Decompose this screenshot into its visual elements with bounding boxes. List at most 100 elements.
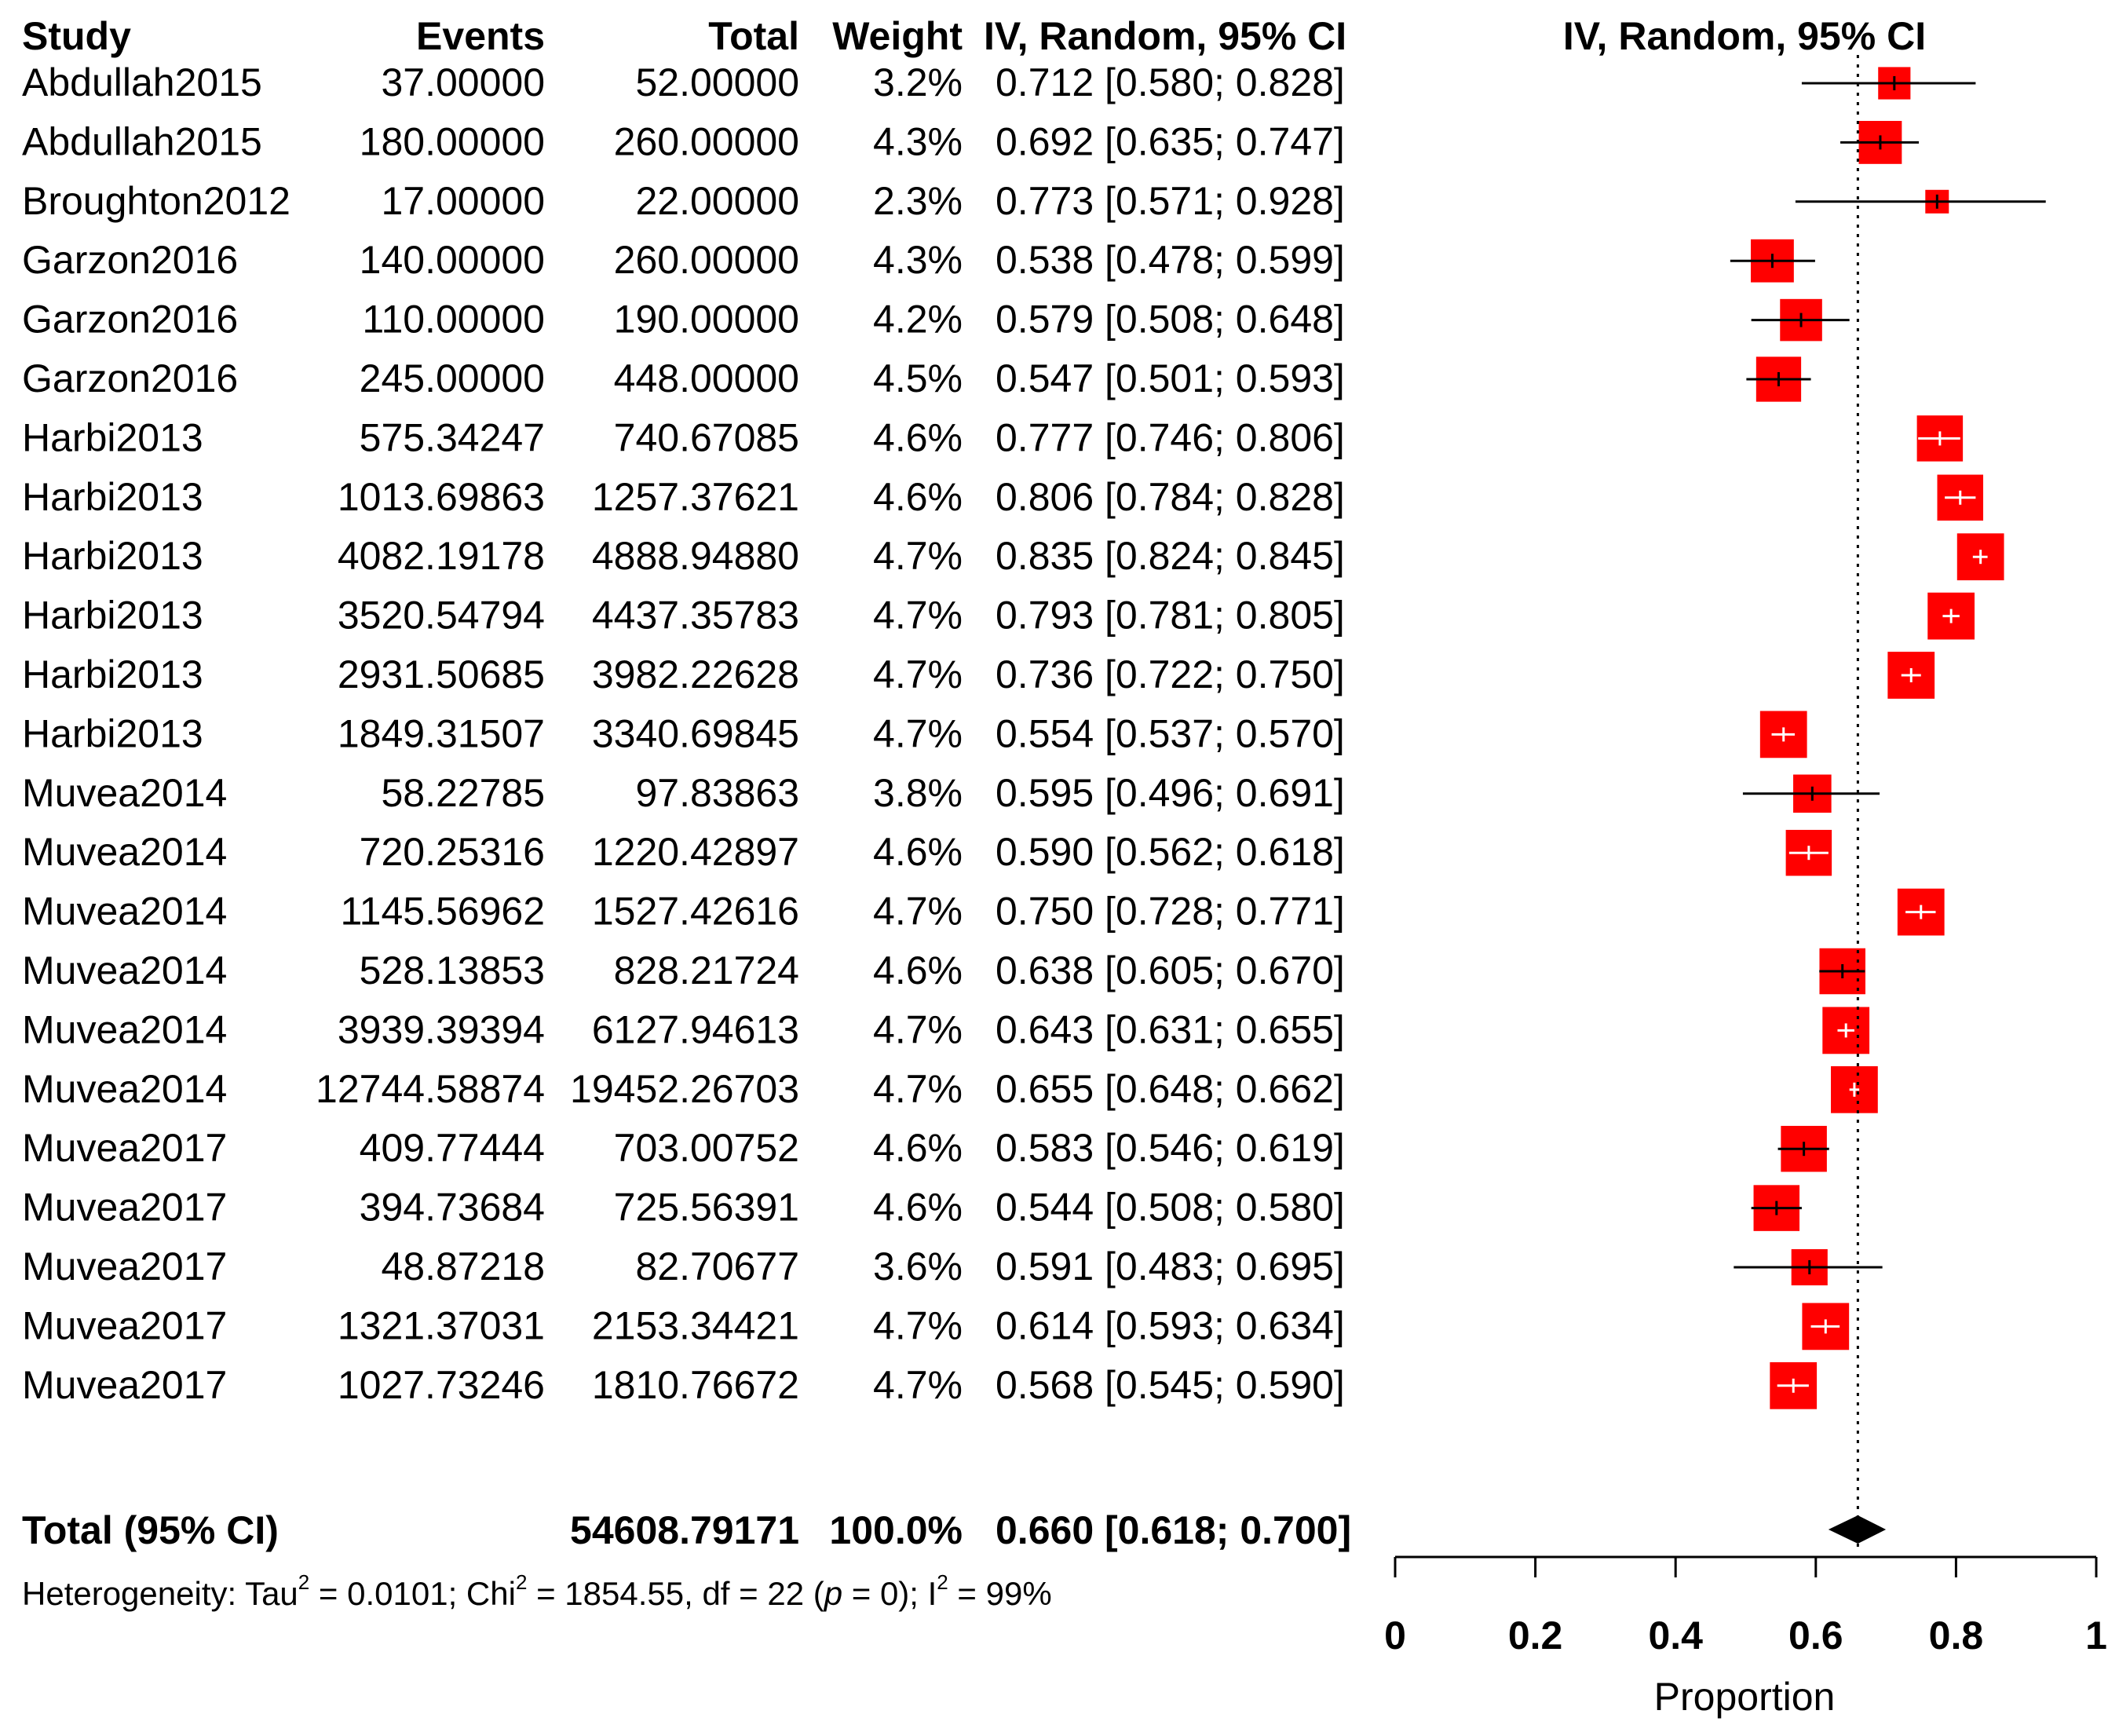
study-events: 58.22785	[381, 771, 545, 815]
study-total: 448.00000	[614, 356, 799, 400]
study-events: 4082.19178	[338, 534, 545, 578]
pooled-weight: 100.0%	[829, 1508, 963, 1552]
study-events: 1013.69863	[338, 475, 545, 519]
study-events: 394.73684	[360, 1186, 545, 1230]
study-total: 828.21724	[614, 948, 799, 992]
x-axis-tick-label: 0.6	[1788, 1614, 1843, 1657]
study-events: 12744.58874	[316, 1067, 545, 1111]
study-ci-text: 0.590 [0.562; 0.618]	[996, 830, 1345, 874]
pooled-ci-text: 0.660 [0.618; 0.700]	[996, 1508, 1351, 1552]
study-total: 3340.69845	[592, 711, 799, 755]
study-ci-text: 0.568 [0.545; 0.590]	[996, 1363, 1345, 1407]
study-ci-text: 0.692 [0.635; 0.747]	[996, 119, 1345, 163]
study-ci-text: 0.773 [0.571; 0.928]	[996, 179, 1345, 223]
study-total: 725.56391	[614, 1186, 799, 1230]
study-total: 52.00000	[635, 60, 799, 104]
study-name: Muvea2017	[22, 1303, 227, 1347]
study-total: 3982.22628	[592, 652, 799, 696]
study-ci-text: 0.750 [0.728; 0.771]	[996, 890, 1345, 934]
study-ci-text: 0.595 [0.496; 0.691]	[996, 771, 1345, 815]
study-weight: 2.3%	[873, 179, 963, 223]
study-events: 180.00000	[360, 119, 545, 163]
study-weight: 3.8%	[873, 771, 963, 815]
study-events: 409.77444	[360, 1126, 545, 1170]
header-weight: Weight	[832, 14, 963, 58]
study-name: Harbi2013	[22, 594, 203, 638]
study-events: 1027.73246	[338, 1363, 545, 1407]
study-events: 720.25316	[360, 830, 545, 874]
x-axis: 0 0.2 0.4 0.6 0.8 1	[1384, 1555, 2107, 1657]
study-weight: 4.5%	[873, 356, 963, 400]
study-total: 4888.94880	[592, 534, 799, 578]
study-events: 2931.50685	[338, 652, 545, 696]
study-ci-text: 0.591 [0.483; 0.695]	[996, 1244, 1345, 1288]
study-weight: 3.6%	[873, 1244, 963, 1288]
study-events: 48.87218	[381, 1244, 545, 1288]
study-events: 3520.54794	[338, 594, 545, 638]
study-total: 4437.35783	[592, 594, 799, 638]
study-total: 1220.42897	[592, 830, 799, 874]
study-weight: 4.7%	[873, 890, 963, 934]
study-name: Broughton2012	[22, 179, 290, 223]
study-ci-text: 0.643 [0.631; 0.655]	[996, 1007, 1345, 1051]
study-ci-text: 0.538 [0.478; 0.599]	[996, 238, 1345, 282]
study-weight: 4.7%	[873, 594, 963, 638]
study-ci-text: 0.777 [0.746; 0.806]	[996, 415, 1345, 459]
study-name: Abdullah2015	[22, 60, 262, 104]
study-total: 1810.76672	[592, 1363, 799, 1407]
study-total: 19452.26703	[570, 1067, 799, 1111]
study-total: 260.00000	[614, 119, 799, 163]
het-part-3: = 1854.55, df = 22 (	[527, 1575, 824, 1612]
study-events: 1849.31507	[338, 711, 545, 755]
study-weight: 4.7%	[873, 652, 963, 696]
x-axis-label: Proportion	[1654, 1675, 1836, 1719]
het-part-1: Heterogeneity: Tau	[22, 1575, 298, 1612]
study-weight: 4.2%	[873, 298, 963, 342]
study-ci-text: 0.655 [0.648; 0.662]	[996, 1067, 1345, 1111]
study-total: 190.00000	[614, 298, 799, 342]
het-p: p	[823, 1575, 842, 1612]
study-ci-text: 0.579 [0.508; 0.648]	[996, 298, 1345, 342]
study-events: 140.00000	[360, 238, 545, 282]
heterogeneity-text: Heterogeneity: Tau2 = 0.0101; Chi2 = 185…	[22, 1570, 1052, 1612]
pooled-total: 54608.79171	[570, 1508, 799, 1552]
study-ci-text: 0.736 [0.722; 0.750]	[996, 652, 1345, 696]
study-events: 110.00000	[362, 298, 545, 342]
study-name: Muvea2017	[22, 1244, 227, 1288]
study-events: 3939.39394	[338, 1007, 545, 1051]
study-total: 260.00000	[614, 238, 799, 282]
study-name: Garzon2016	[22, 298, 238, 342]
study-events: 528.13853	[360, 948, 545, 992]
study-ci-text: 0.554 [0.537; 0.570]	[996, 711, 1345, 755]
het-part-2: = 0.0101; Chi	[309, 1575, 516, 1612]
header-plot: IV, Random, 95% CI	[1563, 14, 1926, 58]
study-weight: 4.7%	[873, 534, 963, 578]
study-ci-text: 0.547 [0.501; 0.593]	[996, 356, 1345, 400]
study-total: 82.70677	[635, 1244, 799, 1288]
study-weight: 4.3%	[873, 119, 963, 163]
study-weight: 4.7%	[873, 1007, 963, 1051]
header-study: Study	[22, 14, 131, 58]
study-name: Abdullah2015	[22, 119, 262, 163]
x-axis-tick-label: 0.4	[1648, 1614, 1703, 1657]
x-axis-tick-label: 0.2	[1508, 1614, 1563, 1657]
study-ci-text: 0.835 [0.824; 0.845]	[996, 534, 1345, 578]
study-total: 703.00752	[614, 1126, 799, 1170]
study-ci-text: 0.793 [0.781; 0.805]	[996, 594, 1345, 638]
study-weight: 4.6%	[873, 1186, 963, 1230]
header-ci: IV, Random, 95% CI	[984, 14, 1346, 58]
study-name: Muvea2014	[22, 948, 227, 992]
study-ci-text: 0.806 [0.784; 0.828]	[996, 475, 1345, 519]
study-total: 1527.42616	[592, 890, 799, 934]
plot-marks	[1730, 67, 2046, 1409]
x-axis-tick-label: 1	[2085, 1614, 2107, 1657]
study-weight: 3.2%	[873, 60, 963, 104]
pooled-diamond	[1828, 1515, 1887, 1544]
pooled-label: Total (95% CI)	[22, 1508, 279, 1552]
study-name: Muvea2014	[22, 890, 227, 934]
study-ci-text: 0.583 [0.546; 0.619]	[996, 1126, 1345, 1170]
study-name: Muvea2017	[22, 1126, 227, 1170]
study-name: Harbi2013	[22, 415, 203, 459]
study-name: Harbi2013	[22, 475, 203, 519]
